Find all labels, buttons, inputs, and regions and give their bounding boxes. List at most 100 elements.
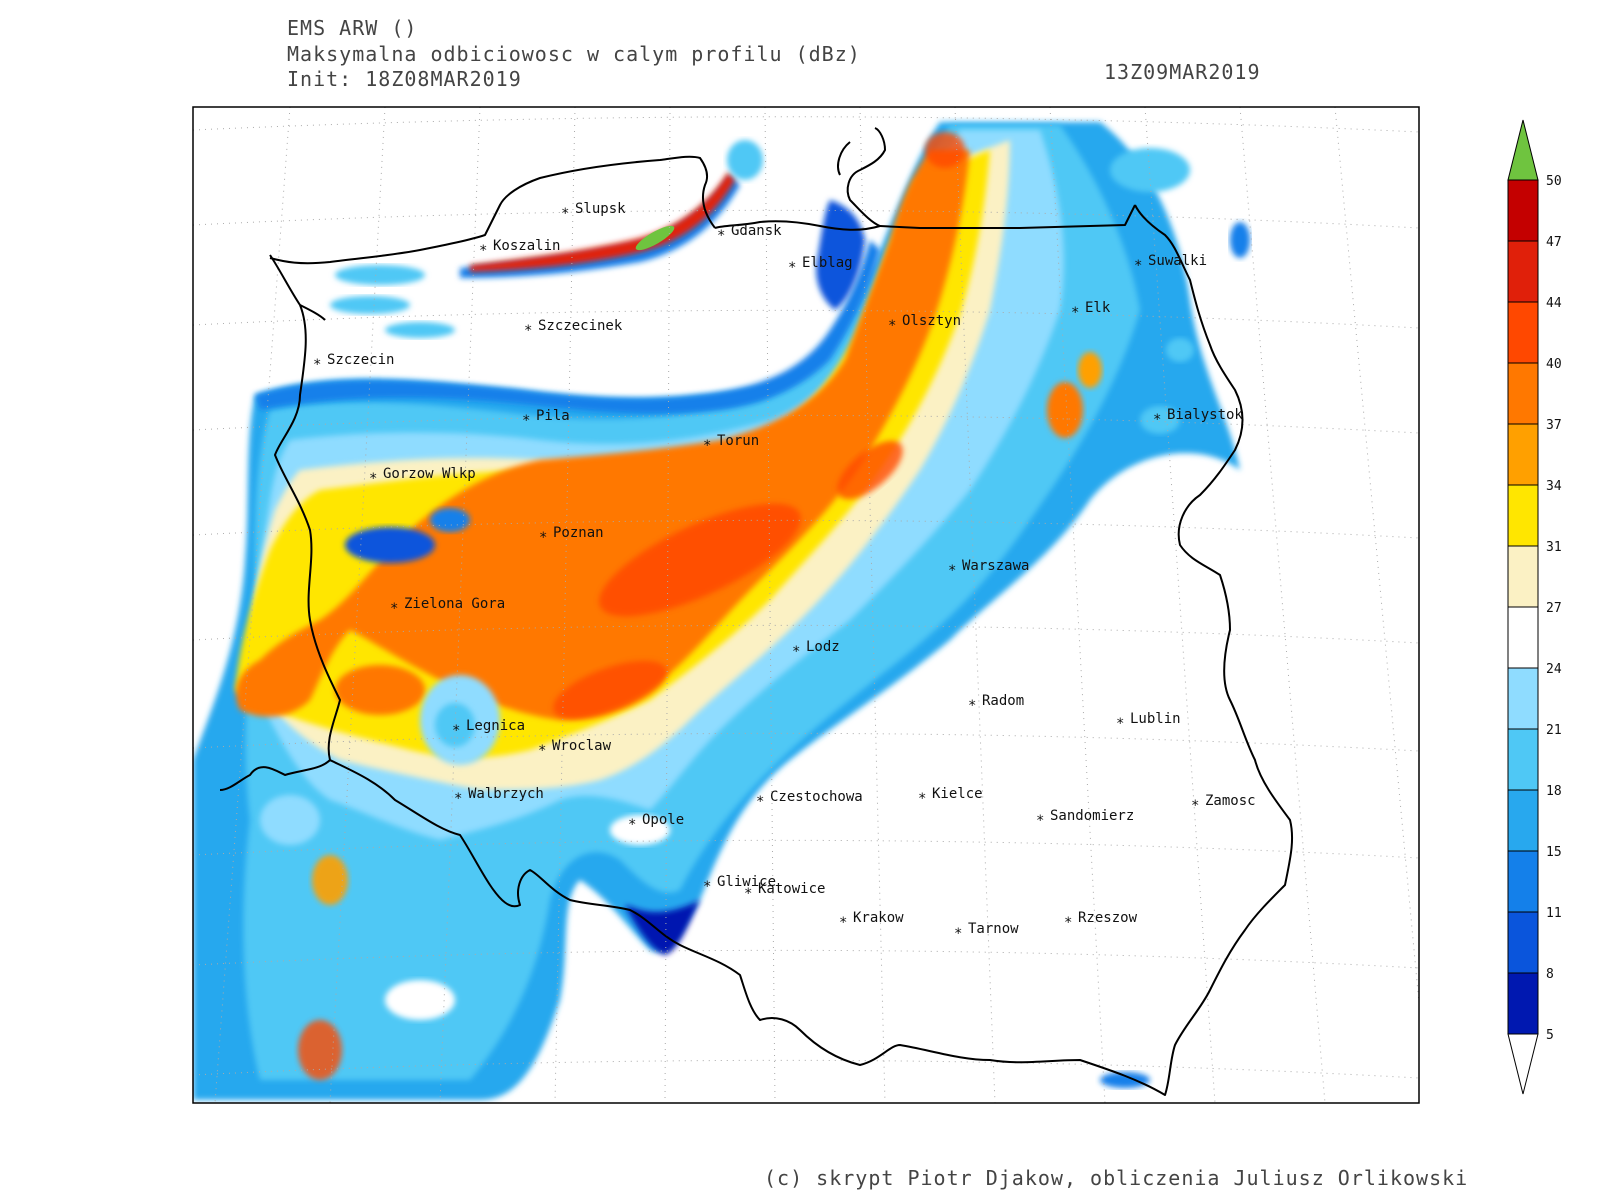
colorbar-tick-label: 44	[1546, 296, 1562, 311]
colorbar-tick-label: 5	[1546, 1028, 1554, 1043]
city-label: Gliwice	[717, 874, 776, 890]
city-marker: *	[792, 644, 800, 660]
city-marker: *	[390, 601, 398, 617]
city-label: Warszawa	[962, 558, 1029, 574]
city-marker: *	[313, 357, 321, 373]
colorbar-segment	[1507, 484, 1539, 547]
colorbar-segment	[1507, 423, 1539, 486]
city-marker: *	[703, 438, 711, 454]
city-label: Poznan	[553, 525, 604, 541]
colorbar-bottom-arrow	[1507, 1033, 1539, 1095]
city-label: Zamosc	[1205, 793, 1256, 809]
city-marker: *	[918, 791, 926, 807]
city-label: Gorzow Wlkp	[383, 466, 476, 482]
city-label: Katowice	[758, 881, 825, 897]
city-label: Elk	[1085, 300, 1111, 316]
colorbar-segment	[1507, 545, 1539, 608]
city-label: Lublin	[1130, 711, 1181, 727]
city-marker: *	[888, 318, 896, 334]
city-label: Elblag	[802, 255, 853, 271]
city-marker: *	[968, 698, 976, 714]
city-label: Olsztyn	[902, 313, 961, 329]
city-marker: *	[524, 323, 532, 339]
city-label: Opole	[642, 812, 684, 828]
city-marker: *	[1071, 305, 1079, 321]
city-label: Gdansk	[731, 223, 782, 239]
city-label: Sandomierz	[1050, 808, 1134, 824]
city-label: Koszalin	[493, 238, 560, 254]
colorbar-segment	[1507, 606, 1539, 669]
city-marker: *	[756, 794, 764, 810]
city-marker: *	[948, 563, 956, 579]
city-marker: *	[1153, 412, 1161, 428]
city-label: Kielce	[932, 786, 983, 802]
city-label: Szczecin	[327, 352, 394, 368]
colorbar-segment	[1507, 179, 1539, 242]
colorbar-top-arrow	[1507, 119, 1539, 181]
city-label: Krakow	[853, 910, 904, 926]
colorbar-tick-label: 27	[1546, 601, 1562, 616]
country-borders	[219, 127, 1294, 1096]
reflectivity-field	[193, 122, 1250, 1100]
colorbar-legend: 50 47 44 40 37 34 31 27 24 21 18 15 11 8 5	[1507, 119, 1562, 1095]
city-label: Czestochowa	[770, 789, 863, 805]
city-marker: *	[479, 243, 487, 259]
city-label: Bialystok	[1167, 407, 1243, 423]
city-label: Suwalki	[1148, 253, 1207, 269]
city-marker: *	[1191, 798, 1199, 814]
city-marker: *	[1134, 258, 1142, 274]
city-label: Pila	[536, 408, 570, 424]
city-marker: *	[1036, 813, 1044, 829]
colorbar-tick-label: 34	[1546, 479, 1562, 494]
colorbar-tick-label: 50	[1546, 174, 1562, 189]
colorbar-segment	[1507, 911, 1539, 974]
city-marker: *	[539, 530, 547, 546]
city-marker: *	[452, 723, 460, 739]
city-marker: *	[839, 915, 847, 931]
colorbar-segment	[1507, 240, 1539, 303]
city-marker: *	[454, 791, 462, 807]
colorbar-segment	[1507, 362, 1539, 425]
city-label: Torun	[717, 433, 759, 449]
city-label: Lodz	[806, 639, 840, 655]
field-title: Maksymalna odbiciowosc w calym profilu (…	[287, 42, 861, 66]
colorbar-segment	[1507, 789, 1539, 852]
city-label: Rzeszow	[1078, 910, 1138, 926]
colorbar-tick-label: 31	[1546, 540, 1562, 555]
colorbar-tick-label: 18	[1546, 784, 1562, 799]
city-label: Radom	[982, 693, 1024, 709]
city-marker: *	[628, 817, 636, 833]
colorbar-tick-label: 47	[1546, 235, 1562, 250]
city-label: Wroclaw	[552, 738, 612, 754]
city-marker: *	[744, 886, 752, 902]
city-label: Slupsk	[575, 201, 626, 217]
city-marker: *	[1116, 716, 1124, 732]
model-title: EMS ARW ()	[287, 16, 418, 40]
city-label: Szczecinek	[538, 318, 623, 334]
colorbar-segment	[1507, 850, 1539, 913]
map-graticule	[192, 106, 1420, 1104]
city-marker: *	[522, 413, 530, 429]
init-time: Init: 18Z08MAR2019	[287, 67, 522, 91]
city-marker: *	[1064, 915, 1072, 931]
city-marker: *	[703, 879, 711, 895]
colorbar-tick-label: 8	[1546, 967, 1554, 982]
colorbar-segment	[1507, 972, 1539, 1035]
colorbar-segment	[1507, 728, 1539, 791]
city-label: Walbrzych	[468, 786, 544, 802]
city-marker: *	[954, 926, 962, 942]
city-marker: *	[561, 206, 569, 222]
city-label: Tarnow	[968, 921, 1019, 937]
city-label: Legnica	[466, 718, 525, 734]
city-marker: *	[717, 228, 725, 244]
colorbar-tick-label: 15	[1546, 845, 1562, 860]
colorbar-tick-label: 24	[1546, 662, 1562, 677]
valid-time: 13Z09MAR2019	[1104, 60, 1261, 84]
city-label: Zielona Gora	[404, 596, 505, 612]
city-marker: *	[788, 260, 796, 276]
colorbar-segment	[1507, 667, 1539, 730]
city-marker: *	[369, 471, 377, 487]
city-marker: *	[538, 743, 546, 759]
colorbar-tick-label: 37	[1546, 418, 1562, 433]
